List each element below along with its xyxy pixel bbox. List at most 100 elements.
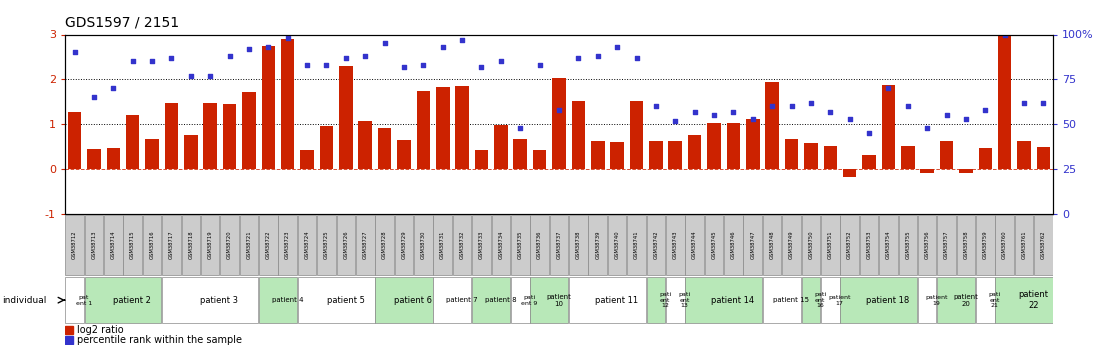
Bar: [68, 112, 82, 169]
Point: [473, 64, 491, 70]
Bar: [162, 277, 258, 323]
Bar: [65, 277, 84, 323]
Bar: [610, 142, 624, 169]
Point: [918, 125, 936, 130]
Bar: [937, 277, 975, 323]
Bar: [239, 215, 258, 275]
Bar: [511, 277, 530, 323]
Bar: [259, 277, 297, 323]
Bar: [899, 215, 917, 275]
Bar: [104, 215, 123, 275]
Bar: [123, 215, 142, 275]
Bar: [203, 103, 217, 169]
Text: patient 14: patient 14: [711, 296, 755, 305]
Text: patient 15: patient 15: [774, 297, 809, 303]
Point: [415, 62, 433, 68]
Bar: [957, 215, 975, 275]
Point: [201, 73, 219, 79]
Text: GSM38761: GSM38761: [1022, 231, 1026, 259]
Text: GSM38718: GSM38718: [188, 231, 193, 259]
Point: [996, 32, 1014, 37]
Text: GSM38722: GSM38722: [266, 231, 271, 259]
Text: pati
ent
21: pati ent 21: [988, 292, 1001, 308]
Text: patient
17: patient 17: [828, 295, 851, 306]
Bar: [220, 215, 239, 275]
Bar: [959, 169, 973, 172]
Bar: [145, 139, 159, 169]
Text: GSM38738: GSM38738: [576, 231, 581, 259]
Bar: [920, 169, 934, 172]
Bar: [511, 215, 530, 275]
Bar: [743, 215, 762, 275]
Point: [841, 116, 859, 121]
Point: [278, 35, 296, 41]
Bar: [181, 215, 200, 275]
Bar: [860, 215, 879, 275]
Bar: [297, 215, 316, 275]
Text: patient 4: patient 4: [272, 297, 303, 303]
Point: [550, 107, 568, 112]
Bar: [762, 215, 781, 275]
Text: GSM38751: GSM38751: [827, 231, 833, 259]
Bar: [126, 115, 140, 169]
Point: [434, 44, 452, 50]
Point: [685, 109, 703, 115]
Bar: [1036, 147, 1050, 169]
Point: [162, 55, 180, 61]
Bar: [530, 215, 549, 275]
Bar: [530, 277, 568, 323]
Bar: [704, 215, 723, 275]
Text: GSM38726: GSM38726: [343, 231, 349, 259]
Bar: [436, 87, 449, 169]
Bar: [184, 136, 198, 169]
Bar: [65, 336, 74, 344]
Bar: [395, 215, 414, 275]
Point: [395, 64, 413, 70]
Text: GSM38755: GSM38755: [906, 231, 910, 259]
Bar: [708, 123, 721, 169]
Text: GSM38745: GSM38745: [711, 231, 717, 259]
Bar: [243, 92, 256, 169]
Bar: [685, 277, 762, 323]
Bar: [1034, 215, 1053, 275]
Text: GSM38756: GSM38756: [925, 231, 930, 259]
Point: [182, 73, 200, 79]
Text: GSM38712: GSM38712: [72, 231, 77, 259]
Bar: [569, 215, 588, 275]
Text: GSM38748: GSM38748: [769, 231, 775, 259]
Bar: [1017, 141, 1031, 169]
Text: GSM38730: GSM38730: [420, 231, 426, 259]
Text: GSM38724: GSM38724: [304, 231, 310, 259]
Text: GSM38715: GSM38715: [130, 231, 135, 259]
Point: [976, 107, 994, 112]
Bar: [785, 139, 798, 169]
Point: [860, 130, 878, 136]
Bar: [783, 215, 800, 275]
Bar: [550, 215, 568, 275]
Bar: [378, 128, 391, 169]
Bar: [862, 155, 875, 169]
Bar: [85, 277, 161, 323]
Text: GSM38760: GSM38760: [1002, 231, 1007, 259]
Text: GSM38762: GSM38762: [1041, 231, 1046, 259]
Bar: [978, 148, 992, 169]
Bar: [650, 141, 663, 169]
Bar: [685, 215, 704, 275]
Bar: [879, 215, 898, 275]
Bar: [824, 146, 837, 169]
Text: patient 8: patient 8: [485, 297, 517, 303]
Bar: [513, 139, 527, 169]
Bar: [998, 34, 1012, 169]
Bar: [453, 215, 472, 275]
Text: GSM38727: GSM38727: [362, 231, 368, 259]
Bar: [995, 277, 1053, 323]
Point: [938, 112, 956, 118]
Bar: [262, 46, 275, 169]
Point: [1015, 100, 1033, 106]
Point: [822, 109, 840, 115]
Bar: [802, 215, 821, 275]
Bar: [976, 215, 995, 275]
Text: log2 ratio: log2 ratio: [77, 325, 124, 335]
Bar: [397, 140, 410, 169]
Bar: [475, 150, 489, 169]
